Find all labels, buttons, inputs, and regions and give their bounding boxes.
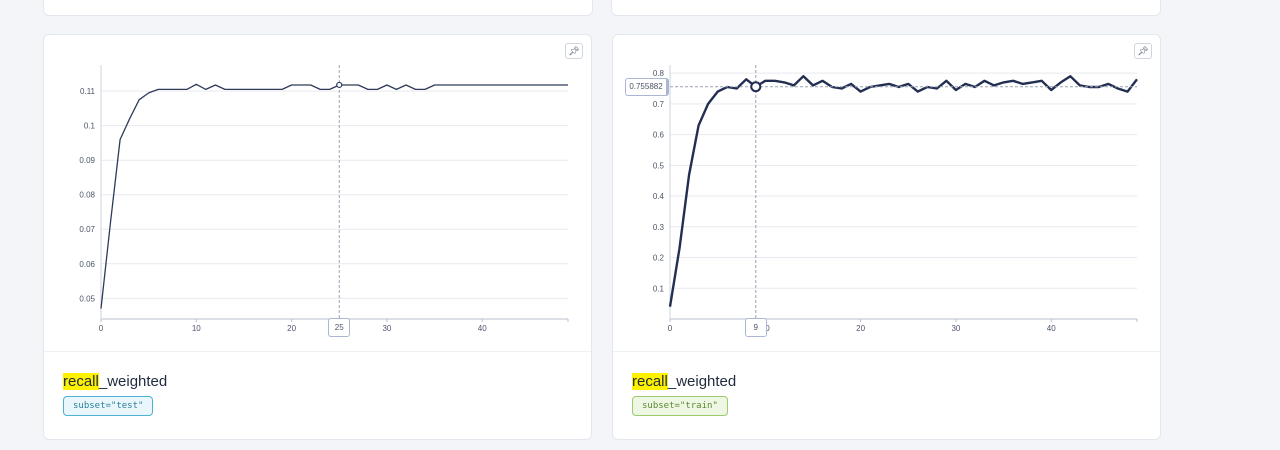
x-tick-label: 40 [478, 324, 487, 333]
search-highlight: recall [63, 373, 99, 390]
line-chart[interactable]: 0.10.20.30.40.50.60.70.8010203040 [613, 35, 1162, 351]
y-tick-label: 0.08 [79, 191, 95, 200]
x-tick-label: 30 [951, 324, 960, 333]
previous-card-right [611, 0, 1161, 16]
x-tick-label: 20 [856, 324, 865, 333]
y-tick-label: 0.3 [653, 223, 665, 232]
y-tick-label: 0.09 [79, 156, 95, 165]
previous-card-left [43, 0, 593, 16]
y-tick-label: 0.5 [653, 161, 665, 170]
y-tick-label: 0.6 [653, 131, 665, 140]
series-line [100, 83, 568, 309]
x-tick-label: 0 [668, 324, 673, 333]
y-tick-label: 0.05 [79, 294, 95, 303]
hover-x-label: 25 [328, 318, 351, 337]
pin-icon[interactable]: 📌︎ [565, 43, 583, 59]
hover-point [336, 81, 343, 89]
subset-tag[interactable]: subset="test" [63, 396, 154, 416]
x-tick-label: 0 [99, 324, 104, 333]
y-tick-label: 0.8 [653, 69, 665, 78]
y-tick-label: 0.11 [80, 87, 96, 96]
y-tick-label: 0.1 [653, 284, 665, 293]
hover-y-label: 0.755882 [625, 77, 669, 96]
y-tick-label: 0.4 [653, 192, 665, 201]
x-tick-label: 10 [192, 324, 201, 333]
hover-x-label: 9 [744, 318, 767, 337]
x-tick-label: 20 [287, 324, 296, 333]
y-tick-label: 0.2 [653, 254, 665, 263]
series-line [668, 75, 1138, 307]
x-tick-label: 30 [382, 324, 391, 333]
y-tick-label: 0.1 [84, 122, 96, 131]
metric-name-suffix: _weighted [667, 373, 737, 390]
card-footer: recall_weighted subset="test" [44, 351, 591, 439]
metric-title: recall_weighted [63, 373, 167, 390]
metric-title: recall_weighted [632, 373, 736, 390]
line-chart[interactable]: 0.05 0.06 0.07 0.08 0.09 0.1 0.11 0 10 20 30 40 [44, 35, 593, 351]
pin-icon[interactable]: 📌︎ [1134, 43, 1152, 59]
metric-name-suffix: _weighted [98, 373, 168, 390]
subset-tag[interactable]: subset="train" [632, 396, 728, 416]
hover-point [750, 81, 762, 93]
metric-card-test: 📌︎ 0.05 0.06 0.07 0.08 0.09 0.1 0.11 0 10 20 30 40 … [43, 34, 592, 440]
x-tick-label: 40 [1047, 324, 1056, 333]
y-tick-label: 0.06 [79, 260, 95, 269]
card-footer: recall_weighted subset="train" [613, 351, 1160, 439]
y-tick-label: 0.7 [653, 100, 665, 109]
metric-card-train: 📌︎ 0.10.20.30.40.50.60.70.8010203040 rec… [612, 34, 1161, 440]
search-highlight: recall [632, 373, 668, 390]
y-tick-label: 0.07 [79, 225, 95, 234]
